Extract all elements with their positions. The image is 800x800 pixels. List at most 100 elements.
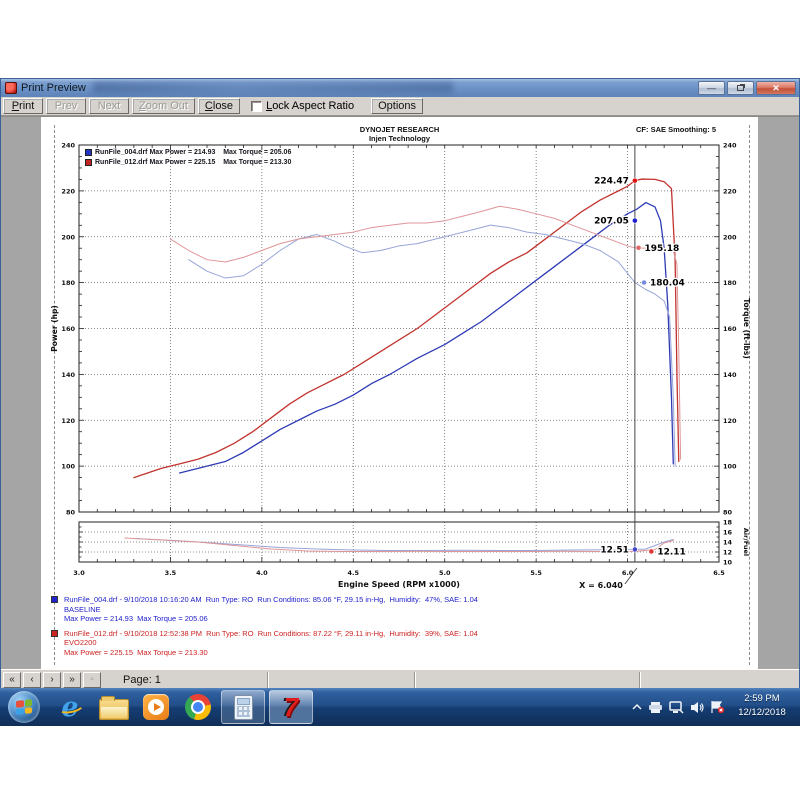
svg-text:160: 160 — [723, 325, 737, 333]
svg-text:3.5: 3.5 — [165, 569, 177, 577]
svg-text:12: 12 — [723, 549, 732, 557]
svg-text:80: 80 — [66, 509, 76, 517]
svg-text:100: 100 — [61, 463, 75, 471]
svg-text:16: 16 — [723, 529, 733, 537]
legend-swatch-blue — [85, 148, 92, 156]
page-number-label: Page: 1 — [123, 673, 161, 686]
svg-text:Engine Speed (RPM x1000): Engine Speed (RPM x1000) — [338, 580, 460, 589]
last-page-button[interactable]: » — [63, 671, 81, 688]
notification-area — [629, 688, 728, 726]
next-page-nav-button[interactable]: › — [43, 671, 61, 688]
report-page: DYNOJET RESEARCH Injen Technology CF: SA… — [41, 117, 758, 669]
calculator-icon — [233, 694, 253, 720]
blurred-document-path — [93, 82, 453, 93]
svg-text:120: 120 — [61, 417, 75, 425]
svg-text:240: 240 — [723, 142, 737, 150]
svg-text:Power (hp): Power (hp) — [50, 305, 59, 352]
title-bar[interactable]: Print Preview — ✕ — [1, 79, 799, 97]
windows-logo-icon — [8, 691, 40, 723]
internet-explorer-taskbar-icon[interactable]: e — [52, 690, 88, 724]
first-page-button[interactable]: « — [3, 671, 21, 688]
svg-text:4.0: 4.0 — [256, 569, 268, 577]
ie-icon: e — [57, 692, 86, 723]
volume-tray-icon[interactable] — [690, 701, 704, 714]
dynojet-icon: 7 — [283, 692, 299, 722]
restore-button[interactable] — [727, 81, 754, 95]
svg-text:Air/Fuel: Air/Fuel — [742, 528, 750, 556]
svg-text:12.51: 12.51 — [600, 545, 628, 555]
svg-text:5.0: 5.0 — [439, 569, 451, 577]
svg-text:180: 180 — [723, 279, 737, 287]
windows-taskbar: e 7 — [0, 688, 800, 726]
prev-page-button[interactable]: Prev — [46, 98, 86, 114]
right-margin-guide — [749, 125, 750, 665]
statusbar-separator — [267, 672, 269, 688]
svg-text:207.05: 207.05 — [594, 217, 629, 227]
svg-text:10: 10 — [723, 559, 733, 567]
run-maxima: Max Power = 214.93 Max Torque = 205.06 — [64, 614, 208, 623]
network-tray-icon[interactable] — [669, 700, 684, 714]
close-preview-button[interactable]: Close — [197, 98, 241, 114]
zoom-out-button[interactable]: Zoom Out — [132, 98, 195, 114]
media-player-icon — [143, 694, 169, 720]
minimize-button[interactable]: — — [698, 81, 725, 95]
statusbar-separator — [639, 672, 641, 688]
svg-text:12.11: 12.11 — [657, 547, 685, 557]
run-info-evo2200: RunFile_012.drf - 9/10/2018 12:52:38 PM … — [51, 629, 478, 658]
company-name: DYNOJET RESEARCH — [359, 125, 440, 134]
page-layout-button[interactable]: ▫ — [83, 671, 101, 688]
dynojet-app-taskbar-button[interactable]: 7 — [269, 690, 313, 724]
svg-text:14: 14 — [723, 539, 733, 547]
status-bar: « ‹ › » ▫ Page: 1 — [1, 669, 799, 689]
action-center-flag-icon[interactable] — [710, 700, 725, 714]
svg-text:220: 220 — [723, 187, 737, 195]
show-hidden-icons-button[interactable] — [632, 703, 642, 711]
taskbar-clock[interactable]: 2:59 PM 12/12/2018 — [727, 692, 797, 720]
svg-text:3.0: 3.0 — [73, 569, 85, 577]
svg-text:180: 180 — [61, 279, 75, 287]
chrome-taskbar-icon[interactable] — [180, 690, 216, 724]
calculator-taskbar-button[interactable] — [221, 690, 265, 724]
run-conditions: RunFile_012.drf - 9/10/2018 12:52:38 PM … — [64, 628, 478, 638]
left-margin-guide — [54, 125, 55, 665]
svg-text:120: 120 — [723, 417, 737, 425]
print-button[interactable]: Print — [3, 98, 43, 114]
run-label: BASELINE — [64, 604, 101, 614]
dyno-chart: 80 80 100 100 120 120 140 140 160 160 180 180 200 200… — [50, 142, 751, 591]
start-button[interactable] — [7, 690, 41, 724]
lock-aspect-ratio-label: Lock Aspect Ratio — [266, 100, 355, 112]
tuner-name: Injen Technology — [368, 134, 431, 143]
run-label: EVO2200 — [64, 638, 97, 647]
legend-text: RunFile_004.drf Max Power = 214.93 Max T… — [95, 148, 292, 156]
restore-icon — [737, 85, 744, 91]
media-player-taskbar-icon[interactable] — [138, 690, 174, 724]
legend-row-baseline: RunFile_004.drf Max Power = 214.93 Max T… — [85, 147, 291, 157]
next-page-button[interactable]: Next — [89, 98, 129, 114]
svg-text:200: 200 — [723, 233, 737, 241]
chrome-icon — [185, 694, 211, 720]
svg-text:195.18: 195.18 — [645, 244, 680, 254]
svg-text:6.0: 6.0 — [622, 569, 634, 577]
legend-text: RunFile_012.drf Max Power = 225.15 Max T… — [95, 158, 292, 166]
explorer-taskbar-icon[interactable] — [96, 690, 132, 724]
lock-aspect-ratio-checkbox[interactable] — [251, 100, 263, 112]
run-conditions: RunFile_004.drf - 9/10/2018 10:16:20 AM … — [64, 595, 478, 604]
svg-text:4.5: 4.5 — [348, 569, 360, 577]
svg-text:140: 140 — [723, 371, 737, 379]
svg-text:200: 200 — [61, 233, 75, 241]
report-header: DYNOJET RESEARCH Injen Technology — [41, 125, 758, 143]
svg-text:160: 160 — [61, 325, 75, 333]
svg-text:X = 6.040: X = 6.040 — [579, 581, 623, 590]
run-info-baseline: RunFile_004.drf - 9/10/2018 10:16:20 AM … — [51, 595, 478, 624]
printer-tray-icon[interactable] — [648, 701, 663, 714]
options-button[interactable]: Options — [371, 98, 424, 114]
run-details: RunFile_004.drf - 9/10/2018 10:16:20 AM … — [51, 595, 478, 662]
svg-text:140: 140 — [61, 371, 75, 379]
svg-text:5.5: 5.5 — [530, 569, 542, 577]
print-preview-window: Print Preview — ✕ Print Prev Next Zoom O… — [0, 78, 800, 689]
prev-page-nav-button[interactable]: ‹ — [23, 671, 41, 688]
correction-smoothing-label: CF: SAE Smoothing: 5 — [636, 125, 716, 134]
svg-text:80: 80 — [723, 509, 733, 517]
close-window-button[interactable]: ✕ — [756, 81, 796, 95]
svg-text:240: 240 — [61, 142, 75, 150]
